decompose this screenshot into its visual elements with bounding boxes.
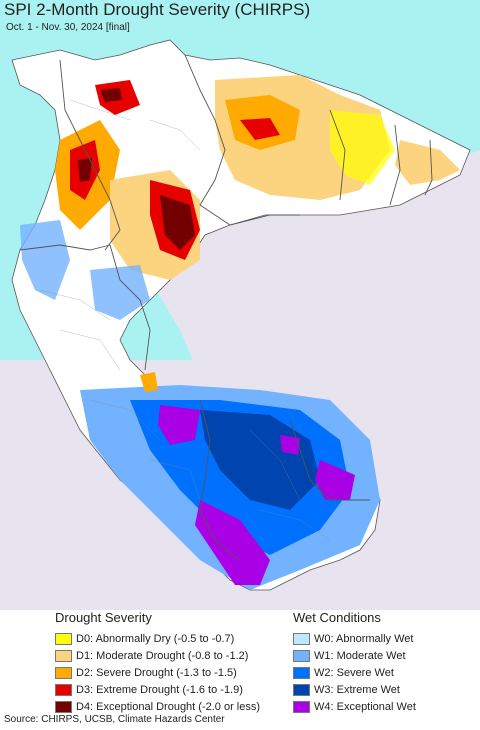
drought-legend: Drought Severity D0: Abnormally Dry (-0.…: [55, 610, 260, 715]
legend-item-d2: D2: Severe Drought (-1.3 to -1.5): [55, 664, 260, 681]
legend-label-d2: D2: Severe Drought (-1.3 to -1.5): [76, 666, 237, 679]
admin-borders: [39, 99, 331, 541]
legend-label-w0: W0: Abnormally Wet: [314, 632, 414, 645]
drought-patch-d1-guyana: [395, 140, 460, 185]
legend-label-d3: D3: Extreme Drought (-1.6 to -1.9): [76, 683, 243, 696]
wet-patch-south-w4-a: [158, 405, 200, 445]
country-borders: [19, 54, 433, 561]
wet-patch-ecuador-w1: [20, 220, 70, 300]
source-credit: Source: CHIRPS, UCSB, Climate Hazards Ce…: [4, 714, 225, 725]
legend-swatch-w2: [293, 666, 310, 679]
drought-patch-peru-coast: [140, 372, 158, 392]
legend-swatch-d3: [55, 683, 72, 696]
drought-patch-d3: [240, 118, 280, 140]
wet-patch-peru-w1: [90, 265, 150, 320]
map-title: SPI 2-Month Drought Severity (CHIRPS): [4, 0, 311, 19]
legend-item-d4: D4: Exceptional Drought (-2.0 or less): [55, 698, 260, 715]
legend-item-d3: D3: Extreme Drought (-1.6 to -1.9): [55, 681, 260, 698]
wet-patch-south-w4-c: [315, 460, 355, 500]
out-of-domain-land: [150, 150, 480, 610]
legend-item-w3: W3: Extreme Wet: [293, 681, 416, 698]
legend-swatch-d4: [55, 700, 72, 713]
legend-swatch-d1: [55, 649, 72, 662]
legend-item-w0: W0: Abnormally Wet: [293, 630, 416, 647]
legend-label-d1: D1: Moderate Drought (-0.8 to -1.2): [76, 649, 249, 662]
legend-swatch-w4: [293, 700, 310, 713]
drought-patch-colombia-d4: [78, 158, 92, 182]
legend-label-w2: W2: Severe Wet: [314, 666, 394, 679]
drought-patch-coast-d4: [100, 88, 122, 102]
wet-legend: Wet Conditions W0: Abnormally Wet W1: Mo…: [293, 610, 416, 715]
legend-label-d0: D0: Abnormally Dry (-0.5 to -0.7): [76, 632, 235, 645]
legend-label-d4: D4: Exceptional Drought (-2.0 or less): [76, 700, 261, 713]
legend-item-w4: W4: Exceptional Wet: [293, 698, 416, 715]
legend-item-w2: W2: Severe Wet: [293, 664, 416, 681]
wet-patch-south-w3: [200, 410, 320, 510]
legend-swatch-w1: [293, 649, 310, 662]
legend-swatch-d0: [55, 632, 72, 645]
legend-label-w1: W1: Moderate Wet: [314, 649, 406, 662]
legend-label-w3: W3: Extreme Wet: [314, 683, 400, 696]
wet-legend-heading: Wet Conditions: [293, 610, 381, 625]
legend-swatch-w3: [293, 683, 310, 696]
legend-swatch-w0: [293, 632, 310, 645]
legend-swatch-d2: [55, 666, 72, 679]
legend-item-d1: D1: Moderate Drought (-0.8 to -1.2): [55, 647, 260, 664]
drought-legend-heading: Drought Severity: [55, 610, 152, 625]
drought-patch-d0: [330, 110, 395, 185]
wet-patch-south-w4-d: [280, 435, 300, 455]
map-subtitle: Oct. 1 - Nov. 30, 2024 [final]: [6, 22, 130, 33]
legend-item-w1: W1: Moderate Wet: [293, 647, 416, 664]
legend: Drought Severity D0: Abnormally Dry (-0.…: [0, 610, 480, 713]
drought-patch-amazon-d4: [160, 195, 195, 250]
drought-map: [0, 0, 480, 610]
legend-item-d0: D0: Abnormally Dry (-0.5 to -0.7): [55, 630, 260, 647]
legend-label-w4: W4: Exceptional Wet: [314, 700, 416, 713]
wet-patch-south-w4-b: [195, 500, 270, 585]
